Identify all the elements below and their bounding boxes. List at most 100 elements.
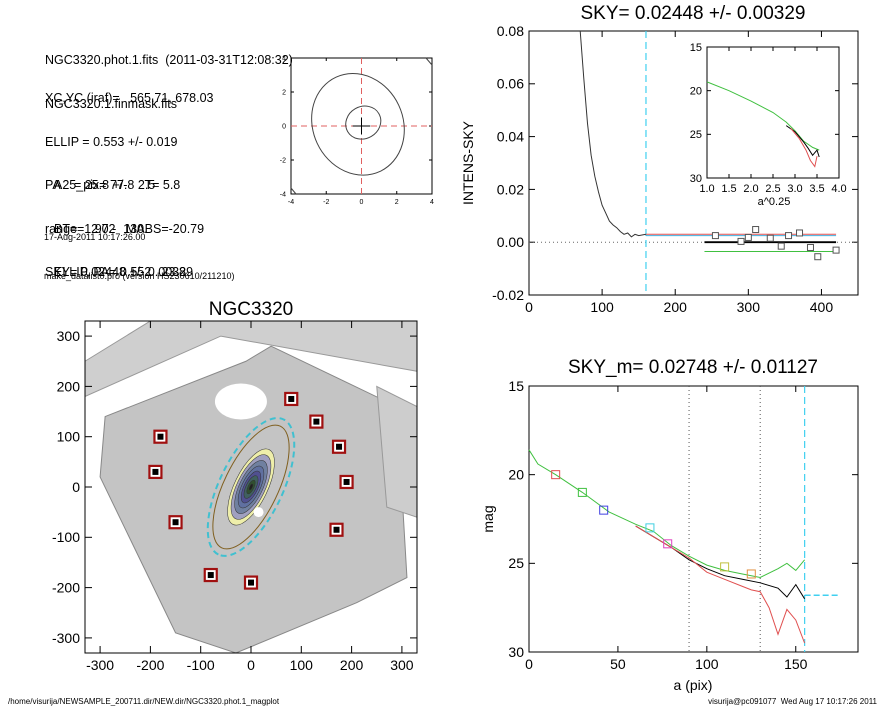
mag-plot-title: SKY_m= 0.02748 +/- 0.01127 [568, 357, 818, 378]
inset-x-label: 3.0 [787, 183, 802, 195]
xcyc-text: XC,YC (iraf)= 565.71, 678.03 [45, 91, 214, 105]
footer-user: visurija@pc091077 Wed Aug 17 10:17:26 20… [708, 697, 877, 706]
galaxy-x-label: -100 [187, 657, 215, 673]
galaxy-x-label: -200 [136, 657, 164, 673]
mask-filename: NGC3320.1.finmask.fits [45, 96, 177, 111]
a25-text: A25_pix= 77.8 T= 5.8 [54, 178, 181, 192]
mag-green-line [528, 449, 805, 579]
mask-square-core [152, 468, 159, 475]
sky-square-marker [737, 237, 745, 245]
galaxy-outer-ellipse [206, 417, 296, 557]
sky-y-label: 0.04 [497, 129, 524, 145]
sky-y-label: 0.06 [497, 76, 524, 92]
contour-x-label: 2 [395, 199, 399, 206]
contour-y-label: -4 [280, 191, 286, 198]
inset-x-label: 3.5 [809, 183, 824, 195]
mag-square-marker [720, 562, 730, 572]
mask-square-core [313, 418, 320, 425]
inset-y-label: 20 [690, 86, 702, 98]
mag-x-label: 100 [695, 656, 719, 672]
mag-y-label: 15 [508, 378, 524, 394]
galaxy-y-label: 0 [72, 479, 80, 495]
galaxy-y-label: -100 [52, 529, 80, 545]
sky-x-label: 300 [737, 299, 761, 315]
galaxy-y-label: 300 [57, 328, 81, 344]
mask-square-core [288, 395, 295, 402]
sky-x-label: 400 [810, 299, 834, 315]
mag-square-marker [599, 505, 609, 515]
inset-xlabel: a^0.25 [758, 196, 791, 208]
galaxy-x-label: -300 [86, 657, 114, 673]
contour-y-label: 0 [282, 123, 286, 130]
sky-square-marker [814, 253, 822, 261]
sky-square-marker [752, 226, 760, 234]
file-info-block: NGC3320.phot.1.fits (2011-03-31T12:08:32… [45, 24, 293, 126]
sky-square-marker [806, 243, 814, 251]
sky-x-label: 0 [525, 299, 533, 315]
contour-x-label: 0 [360, 199, 364, 206]
sky-y-label: 0.00 [497, 234, 524, 250]
mag-red-line [635, 525, 806, 644]
mag-y-label: 25 [508, 555, 524, 571]
contour-corner [290, 187, 297, 195]
contour-x-label: 4 [430, 199, 434, 206]
mag-square-marker [746, 569, 756, 579]
fit-params-block: XC,YC (iraf)= 565.71, 678.03 ELLIP = 0.5… [45, 62, 214, 294]
mask-square-core [343, 478, 350, 485]
sky-y-label: -0.02 [492, 287, 524, 303]
inset-black-line [785, 125, 820, 158]
mag-x-label: 50 [610, 656, 626, 672]
sky-x-label: 100 [590, 299, 614, 315]
galaxy-y-label: 100 [57, 429, 81, 445]
mag-x-label: 150 [784, 656, 808, 672]
mag-plot-ylabel: mag [480, 505, 496, 532]
inset-x-label: 1.5 [721, 183, 736, 195]
sky-square-marker [744, 233, 752, 241]
sky-square-marker [766, 234, 774, 242]
mag-black-line [635, 525, 806, 600]
galaxy-title: NGC3320 [209, 299, 294, 320]
mag-params-block: A25_pix= 77.8 T= 5.8 BT= 12.72 MABS=-20.… [54, 149, 204, 294]
mask-square-core [336, 443, 343, 450]
ellip-text: ELLIP = 0.553 +/- 0.019 [45, 134, 178, 149]
mask-square-core [207, 572, 214, 579]
pa-text: PA = 25.8 +/- 2.5 [45, 178, 156, 192]
ellip-pa-text: ELLIP, PA= 0.552 23.8 [54, 265, 186, 279]
range-text: range= 90.- 130. [45, 221, 148, 236]
sky-square-marker [796, 229, 804, 237]
image-masked-star [214, 383, 267, 420]
inset-x-label: 2.0 [743, 183, 758, 195]
sky-plot-title: SKY= 0.02448 +/- 0.00329 [580, 3, 805, 24]
contour-y-label: -2 [280, 157, 286, 164]
inset-green-line [706, 81, 820, 151]
contour-x-label: -2 [323, 199, 329, 206]
sky-profile-line [579, 30, 647, 238]
footer-path: /home/visurija/NEWSAMPLE_200711.dir/NEW.… [8, 697, 280, 706]
contour-y-label: 4 [282, 55, 286, 62]
fits-filename: NGC3320.phot.1.fits (2011-03-31T12:08:32… [45, 53, 293, 67]
contour-x-label: -4 [288, 199, 294, 206]
galaxy-x-label: 0 [247, 657, 255, 673]
inset-y-label: 15 [690, 42, 702, 54]
masked-star-small [253, 507, 264, 518]
sky-square-marker [832, 246, 840, 254]
sky-y-label: 0.08 [497, 23, 524, 39]
sky-square-marker [777, 242, 785, 250]
mask-square-core [172, 519, 179, 526]
sky-square-marker [785, 232, 793, 240]
mag-y-label: 20 [508, 467, 524, 483]
mag-y-label: 30 [508, 644, 524, 660]
mag-square-marker [645, 523, 655, 533]
sky-plot-frame [528, 30, 859, 296]
contour-outer [311, 72, 405, 176]
galaxy-x-label: 300 [390, 657, 414, 673]
inset-y-label: 30 [690, 173, 702, 185]
mag-plot-frame [528, 385, 859, 653]
mag-x-label: 0 [525, 656, 533, 672]
galaxy-y-label: -200 [52, 580, 80, 596]
mag-square-marker [551, 470, 561, 480]
sky-square-marker [711, 232, 719, 240]
contour-corner [425, 57, 433, 66]
date-text: 17-Aug-2011 10:17:26.00 [44, 232, 146, 242]
